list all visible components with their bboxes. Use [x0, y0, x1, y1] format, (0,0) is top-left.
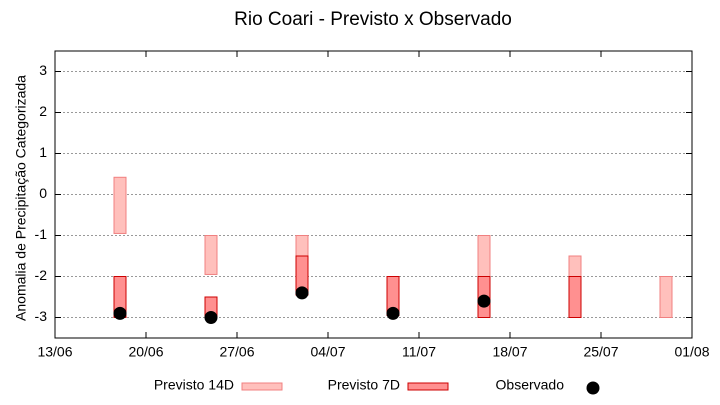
chart-title: Rio Coari - Previsto x Observado — [234, 9, 512, 30]
y-tick-label: -2 — [35, 267, 48, 283]
x-tick-label: 18/07 — [492, 344, 527, 360]
range-bar — [568, 255, 582, 277]
legend-label: Previsto 7D — [328, 377, 400, 393]
observed-point — [477, 294, 491, 308]
range-bar — [204, 235, 218, 275]
y-tick-label: 2 — [39, 103, 47, 119]
x-tick-label: 25/07 — [583, 344, 618, 360]
legend-swatch — [407, 382, 449, 391]
legend-swatch — [586, 381, 600, 395]
y-tick-label: -1 — [35, 226, 48, 242]
legend-label: Observado — [496, 377, 565, 393]
y-axis-label: Anomalia de Precipitação Categorizada — [13, 75, 29, 321]
plot-frame — [54, 50, 693, 339]
range-bar — [568, 276, 582, 318]
x-tick-label: 01/08 — [674, 344, 709, 360]
y-tick-label: 3 — [39, 62, 47, 78]
x-tick-label: 20/06 — [128, 344, 163, 360]
y-tick-label: 1 — [39, 144, 47, 160]
range-bar — [295, 235, 309, 257]
observed-point — [113, 306, 127, 320]
y-tick-label: -3 — [35, 308, 48, 324]
range-bar — [659, 276, 673, 318]
legend-swatch — [241, 382, 283, 391]
observed-point — [295, 286, 309, 300]
observed-point — [386, 306, 400, 320]
y-tick-label: 0 — [39, 185, 47, 201]
legend-label: Previsto 14D — [154, 377, 234, 393]
observed-point — [204, 311, 218, 324]
range-bar — [113, 176, 127, 234]
x-tick-label: 11/07 — [402, 344, 436, 360]
x-tick-label: 13/06 — [37, 344, 72, 360]
x-tick-label: 27/06 — [219, 344, 254, 360]
x-tick-label: 04/07 — [310, 344, 345, 360]
